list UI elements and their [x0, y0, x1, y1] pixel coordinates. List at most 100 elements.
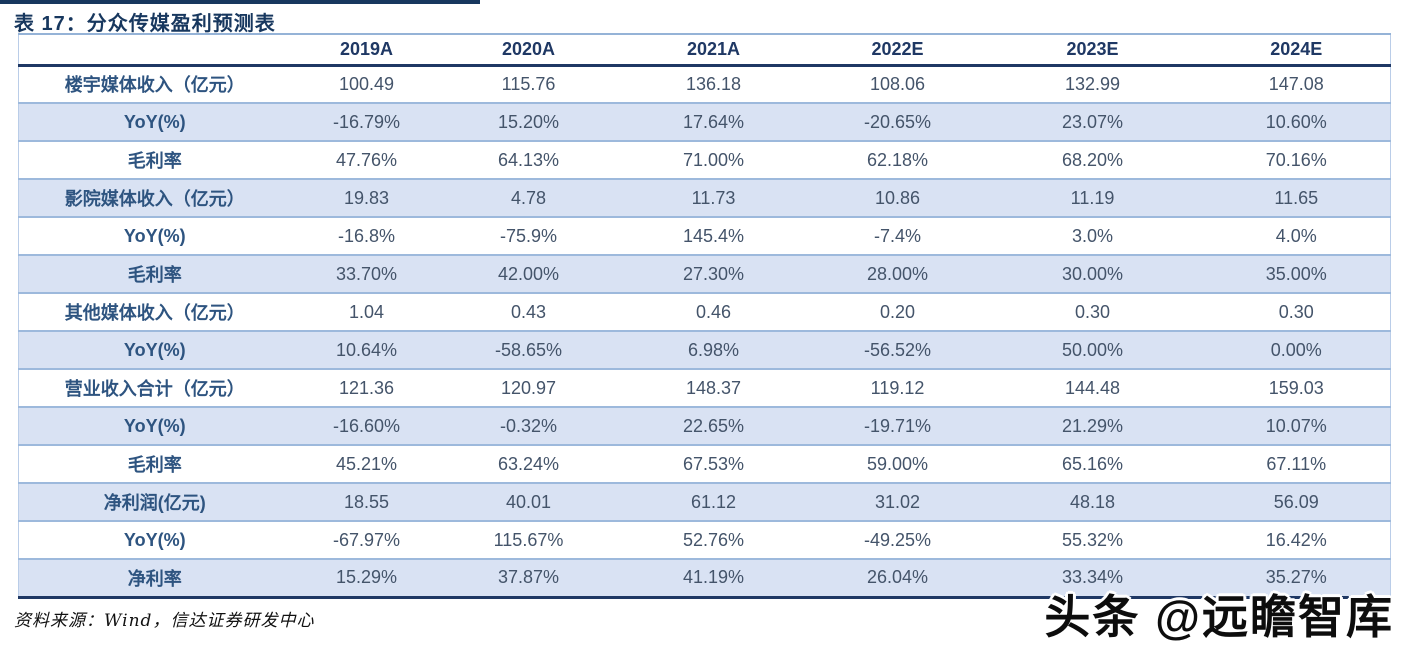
- header-row: 2019A 2020A 2021A 2022E 2023E 2024E: [18, 34, 1391, 65]
- forecast-table-container: 2019A 2020A 2021A 2022E 2023E 2024E 楼宇媒体收入（亿元…: [18, 33, 1391, 599]
- row-label: 营业收入合计（亿元）: [64, 379, 245, 399]
- table-cell: 45.21%: [335, 453, 398, 474]
- table-cell: 33.70%: [335, 263, 398, 284]
- table-cell: 67.11%: [1266, 453, 1327, 474]
- table-cell: -58.65%: [494, 339, 563, 360]
- table-cell: 10.60%: [1265, 111, 1327, 132]
- table-cell: 4.0%: [1275, 225, 1317, 246]
- row-label: 净利率: [127, 568, 182, 589]
- table-cell: 48.18: [1069, 491, 1116, 512]
- table-cell: 148.37: [685, 377, 742, 398]
- table-row: 毛利率 33.70% 42.00% 27.30% 28.00% 30.00% 35.00%: [18, 255, 1391, 293]
- table-cell: 0.20: [879, 301, 916, 322]
- row-label: 净利润(亿元): [103, 493, 206, 513]
- row-label: 影院媒体收入（亿元）: [64, 189, 245, 209]
- table-body: 楼宇媒体收入（亿元） 100.49 115.76 136.18 108.06 132.99…: [18, 65, 1391, 597]
- table-cell: 11.19: [1070, 187, 1115, 208]
- table-cell: 132.99: [1064, 73, 1121, 94]
- table-row: YoY(%) 10.64% -58.65% 6.98% -56.52% 50.00% 0.0…: [18, 331, 1391, 369]
- table-cell: 55.32%: [1061, 529, 1124, 550]
- table-cell: -75.9%: [499, 225, 558, 246]
- row-label: 毛利率: [127, 151, 182, 171]
- table-cell: -16.8%: [337, 225, 396, 246]
- table-cell: -56.52%: [863, 339, 932, 360]
- table-cell: 50.00%: [1061, 339, 1124, 360]
- table-cell: 42.00%: [497, 263, 560, 284]
- table-cell: 30.00%: [1061, 263, 1124, 284]
- table-cell: 1.04: [348, 301, 385, 322]
- table-cell: 71.00%: [682, 149, 745, 170]
- column-header: 2024E: [1270, 38, 1323, 59]
- table-cell: -67.97%: [332, 529, 401, 550]
- table-cell: 6.98%: [687, 339, 740, 360]
- table-cell: -19.71%: [863, 415, 932, 436]
- table-cell: 115.76: [501, 73, 556, 94]
- table-row: 净利率 15.29% 37.87% 41.19% 26.04% 33.34% 35.27%: [18, 559, 1391, 597]
- table-row: 楼宇媒体收入（亿元） 100.49 115.76 136.18 108.06 132.99…: [19, 65, 1391, 103]
- table-cell: 10.07%: [1265, 415, 1327, 436]
- table-cell: 22.65%: [682, 415, 745, 436]
- table-cell: 47.76%: [335, 149, 398, 170]
- table-cell: -20.65%: [863, 111, 932, 132]
- table-cell: 63.24%: [497, 453, 560, 474]
- table-cell: 64.13%: [497, 149, 560, 170]
- table-cell: -16.60%: [332, 415, 401, 436]
- table-cell: 144.48: [1064, 377, 1121, 398]
- table-cell: 59.00%: [866, 453, 929, 474]
- table-cell: 136.18: [685, 73, 742, 94]
- table-cell: 11.73: [691, 187, 736, 208]
- table-cell: 100.49: [338, 73, 395, 94]
- row-label: 楼宇媒体收入（亿元）: [64, 75, 245, 96]
- table-cell: 65.16%: [1061, 453, 1124, 474]
- table-cell: 0.46: [695, 301, 732, 322]
- table-cell: 40.01: [505, 491, 552, 512]
- table-cell: 0.43: [510, 301, 547, 322]
- table-cell: 108.06: [869, 73, 926, 94]
- table-cell: 19.83: [343, 187, 390, 208]
- table-cell: 21.29%: [1061, 415, 1124, 436]
- table-cell: 31.02: [874, 491, 921, 512]
- table-cell: 35.00%: [1265, 263, 1327, 284]
- table-cell: 10.86: [874, 187, 921, 208]
- table-cell: 16.42%: [1265, 529, 1327, 550]
- row-label: YoY(%): [123, 415, 186, 436]
- table-cell: 18.55: [343, 491, 390, 512]
- source-note: 资料来源：Wind，信达证券研发中心: [14, 611, 315, 631]
- table-cell: 120.97: [500, 377, 557, 398]
- table-cell: 26.04%: [866, 567, 929, 588]
- row-label: 毛利率: [127, 455, 182, 475]
- row-label: 其他媒体收入（亿元）: [64, 303, 245, 323]
- table-cell: -49.25%: [863, 529, 932, 550]
- table-row: YoY(%) -16.79% 15.20% 17.64% -20.65% 23.07% 10…: [18, 103, 1391, 141]
- table-cell: 10.64%: [335, 339, 398, 360]
- table-cell: 159.03: [1268, 377, 1324, 398]
- row-label-header: [19, 34, 291, 65]
- table-cell: 61.12: [690, 491, 737, 512]
- table-cell: 4.78: [510, 187, 547, 208]
- table-row: YoY(%) -67.97% 115.67% 52.76% -49.25% 55.32% 1…: [18, 521, 1391, 559]
- column-header: 2022E: [871, 38, 924, 59]
- table-cell: 11.65: [1274, 187, 1319, 208]
- row-label: YoY(%): [123, 111, 186, 132]
- table-cell: 0.00%: [1270, 339, 1322, 360]
- table-cell: 68.20%: [1061, 149, 1124, 170]
- table-cell: 119.12: [870, 377, 925, 398]
- table-cell: 28.00%: [866, 263, 929, 284]
- table-cell: 70.16%: [1265, 149, 1327, 170]
- table-cell: 17.64%: [682, 111, 745, 132]
- table-cell: 3.0%: [1071, 225, 1114, 246]
- table-cell: 15.29%: [335, 567, 398, 588]
- row-label: YoY(%): [123, 529, 186, 550]
- row-label: 毛利率: [127, 265, 182, 285]
- table-cell: 145.4%: [682, 225, 745, 246]
- table-cell: 0.30: [1278, 301, 1314, 322]
- table-cell: 41.19%: [682, 567, 745, 588]
- table-cell: 56.09: [1273, 491, 1319, 512]
- table-row: 毛利率 47.76% 64.13% 71.00% 62.18% 68.20% 70.16%: [18, 141, 1391, 179]
- table-cell: 23.07%: [1061, 111, 1124, 132]
- table-row: 营业收入合计（亿元） 121.36 120.97 148.37 119.12 144.48…: [18, 369, 1391, 407]
- table-cell: 35.27%: [1265, 567, 1327, 588]
- table-row: 其他媒体收入（亿元） 1.04 0.43 0.46 0.20 0.30 0.30: [18, 293, 1391, 331]
- table-cell: 27.30%: [682, 263, 745, 284]
- table-cell: 121.36: [338, 377, 395, 398]
